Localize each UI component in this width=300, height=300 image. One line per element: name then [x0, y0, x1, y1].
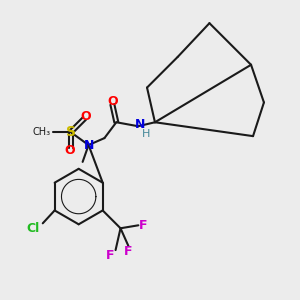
Text: F: F: [124, 244, 133, 258]
Text: Cl: Cl: [26, 222, 40, 235]
Text: F: F: [139, 219, 148, 232]
Text: O: O: [80, 110, 91, 123]
Text: O: O: [107, 95, 118, 108]
Text: F: F: [106, 248, 115, 262]
Text: N: N: [83, 139, 94, 152]
Text: H: H: [142, 129, 150, 139]
Text: S: S: [66, 125, 76, 139]
Text: O: O: [64, 143, 75, 157]
Text: N: N: [135, 118, 145, 131]
Text: CH₃: CH₃: [33, 127, 51, 137]
